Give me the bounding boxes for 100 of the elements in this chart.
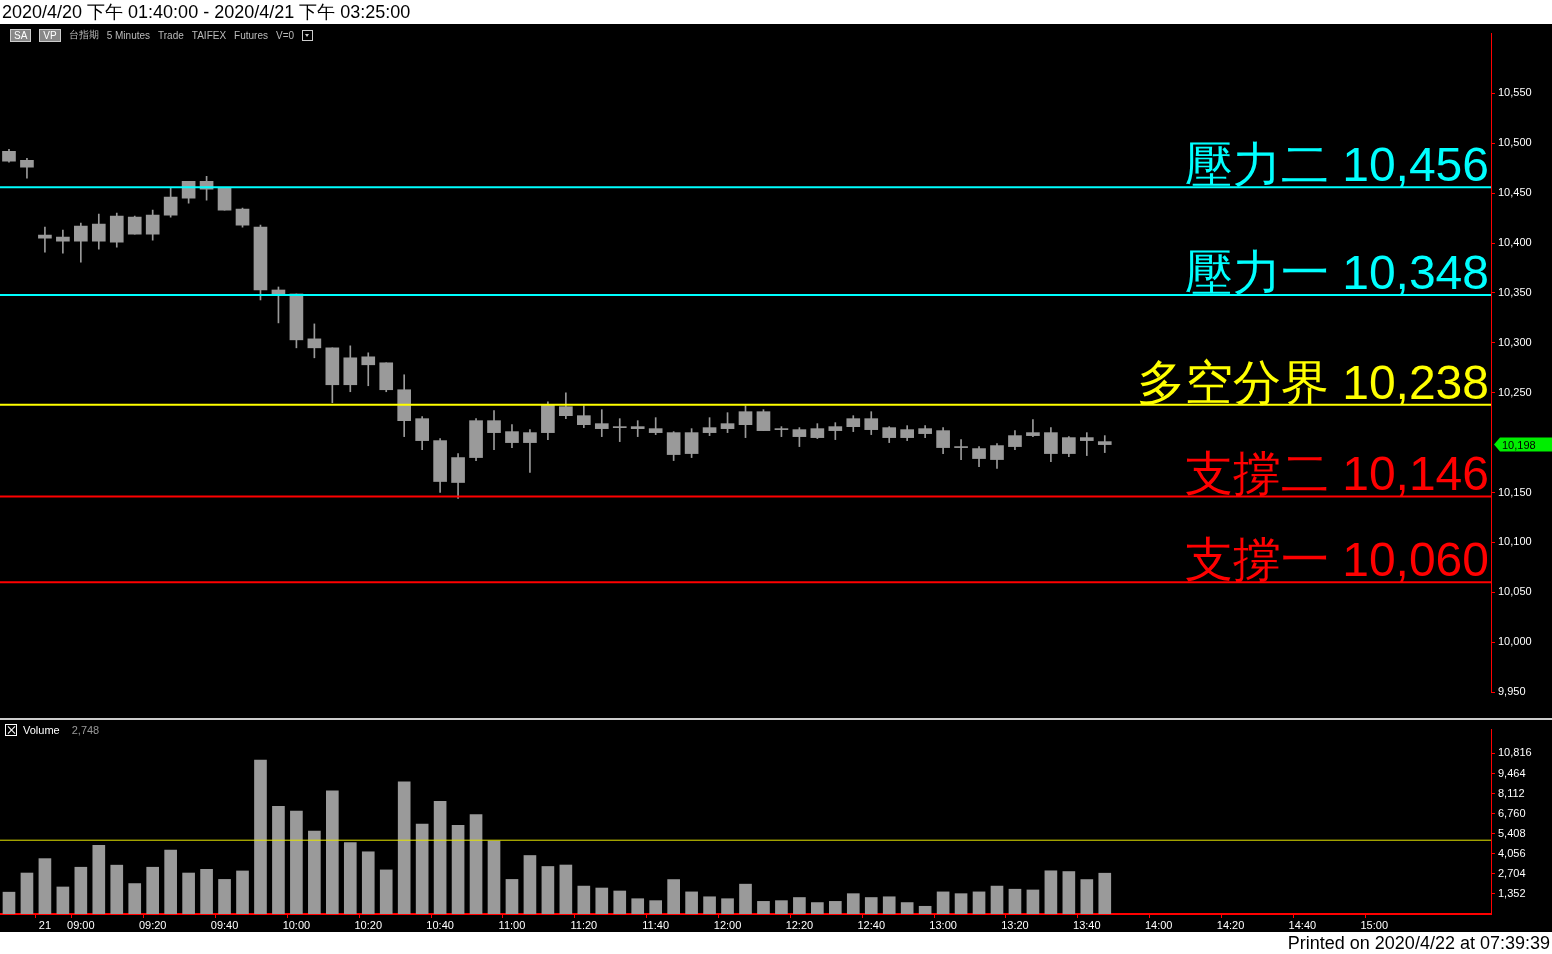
candlestick (954, 439, 968, 460)
candlestick (523, 429, 537, 473)
annotation: 5 Minutes (106, 29, 151, 41)
bar (811, 902, 824, 914)
bar (631, 898, 645, 914)
ref-line-label: 壓力一 10,348 (1184, 245, 1489, 299)
bar (451, 824, 465, 914)
bar (828, 901, 842, 914)
bar (343, 842, 357, 914)
y-tick-label: 9,950 (1498, 685, 1526, 698)
bar (433, 800, 447, 914)
bar (703, 896, 716, 914)
bar (218, 879, 231, 914)
bar (972, 891, 986, 914)
candlestick (648, 417, 663, 435)
bar (649, 900, 663, 914)
bar (397, 781, 411, 914)
bar (2, 891, 16, 914)
bar (757, 901, 770, 914)
bar (308, 830, 321, 914)
y-tick-label: 9,464 (1498, 766, 1526, 779)
bar (775, 900, 788, 914)
candlestick (1097, 435, 1112, 453)
bar (577, 885, 591, 914)
bar (685, 891, 698, 914)
bar (936, 891, 950, 914)
ref-line-label: 壓力二 10,456 (1184, 138, 1489, 192)
text: Printed on 2020/4/22 at 07:39:39 (1287, 933, 1550, 953)
bar (595, 887, 609, 914)
x-tick-label: 11:00 (498, 918, 526, 931)
bar (1080, 879, 1094, 914)
text: 10,198 (1502, 438, 1536, 451)
chart-title: Volume (23, 724, 60, 736)
y-tick-label: 10,450 (1498, 186, 1532, 199)
bar (254, 759, 267, 914)
x-tick-label: 12:40 (857, 918, 886, 931)
x-tick-label: 09:00 (67, 918, 95, 931)
bar (38, 858, 52, 914)
bar (361, 851, 375, 914)
bar (56, 886, 70, 914)
annotation: VP (39, 28, 61, 42)
bar (613, 890, 627, 914)
bar (1062, 871, 1076, 914)
ref-line-label: 多空分界 10,238 (1136, 355, 1489, 409)
bar (1008, 888, 1022, 914)
x-tick-label: 10:00 (282, 918, 311, 931)
x-tick-label: 11:20 (570, 918, 598, 931)
bar (918, 905, 932, 914)
bar (20, 872, 34, 914)
candlestick (594, 409, 609, 437)
y-tick-label: 10,250 (1498, 385, 1532, 398)
candlestick (1079, 432, 1094, 456)
y-tick-label: 10,050 (1498, 585, 1532, 598)
x-tick-label: 14:40 (1288, 918, 1317, 931)
bar (990, 885, 1004, 914)
annotation: Futures (234, 29, 268, 41)
x-tick-label: 14:00 (1144, 918, 1173, 931)
bar (559, 864, 573, 914)
bar (290, 810, 303, 914)
x-tick-label: 12:00 (713, 918, 742, 931)
bar (900, 902, 914, 914)
bar (182, 872, 195, 914)
annotation: TAIFEX (191, 29, 227, 41)
annotation: V=0 (275, 29, 295, 41)
x-tick-label: 10:20 (354, 918, 383, 931)
y-tick-label: 2,704 (1498, 866, 1526, 879)
x-tick-label: 10:40 (426, 918, 454, 931)
y-tick-label: 10,550 (1498, 86, 1532, 99)
bar (74, 866, 88, 914)
bar (164, 849, 177, 914)
bar (272, 806, 285, 914)
bar (1098, 872, 1112, 914)
y-tick-label: 10,150 (1498, 485, 1532, 498)
x-tick-label: 13:20 (1001, 918, 1029, 931)
ref-line-label: 支撐二 10,146 (1184, 447, 1489, 501)
y-tick-label: 10,400 (1498, 236, 1532, 249)
y-tick-label: 10,500 (1498, 136, 1532, 149)
bar (793, 897, 806, 914)
bar (667, 879, 680, 914)
ref-line-label: 支撐一 10,060 (1184, 533, 1489, 587)
candlestick (828, 422, 843, 440)
y-tick-label: 10,300 (1498, 335, 1532, 348)
annotation: 2,748 (71, 724, 100, 736)
bar (128, 883, 142, 914)
x-tick-label: 13:00 (929, 918, 957, 931)
bar (721, 898, 734, 914)
bar (1044, 870, 1058, 914)
x-tick-label: 15:00 (1360, 918, 1388, 931)
y-tick-label: 1,352 (1498, 886, 1526, 899)
y-tick-label: 10,000 (1498, 635, 1532, 648)
bar (92, 845, 106, 914)
bar (487, 840, 501, 914)
x-tick-label: 11:40 (642, 918, 670, 931)
annotation: 台指期 (68, 28, 99, 42)
bar (523, 855, 537, 914)
x-tick-label: 09:20 (138, 918, 167, 931)
bar (200, 868, 213, 914)
bar (110, 864, 124, 914)
candlestick (630, 420, 645, 437)
bar (846, 893, 860, 914)
